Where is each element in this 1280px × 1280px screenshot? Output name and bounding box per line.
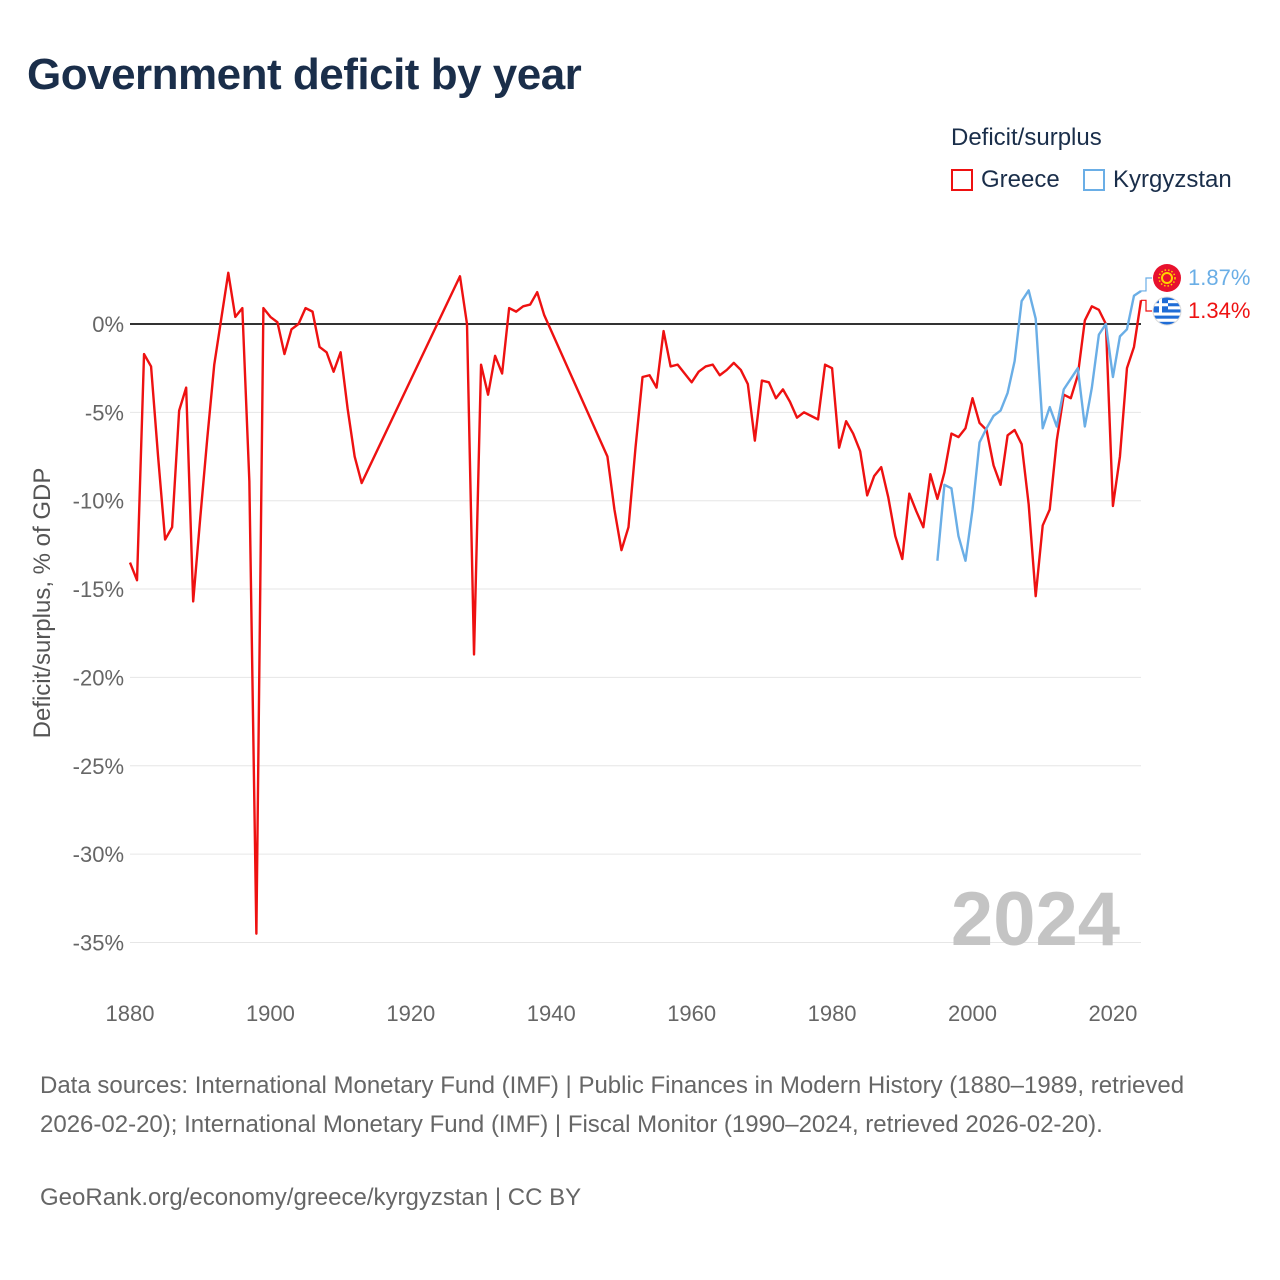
y-tick-label: -20% (73, 665, 124, 690)
gridlines (130, 411, 1141, 943)
line-chart: 0% -5% -10% -15% -20% -25% -30% -35% 1880 1900 19… (29, 264, 1250, 1026)
legend-item-kyrgyzstan[interactable]: Kyrgyzstan (1083, 166, 1232, 194)
legend-label-greece: Greece (981, 166, 1060, 193)
x-tick-label: 1980 (808, 1001, 857, 1026)
y-tick-label: -5% (85, 400, 124, 425)
end-label-greece: 1.34% (1188, 298, 1250, 323)
current-year-label: 2024 (951, 877, 1120, 962)
legend-swatch-kyrgyzstan (1083, 169, 1105, 191)
leader-kyrgyzstan (1141, 277, 1152, 292)
y-tick-label: -10% (73, 489, 124, 514)
x-tick-label: 1880 (106, 1001, 155, 1026)
x-axis-ticks: 1880 1900 1920 1940 1960 1980 2000 2020 (106, 1001, 1138, 1026)
end-label-kyrgyzstan: 1.87% (1188, 265, 1250, 290)
leader-greece (1141, 299, 1152, 312)
y-axis-ticks: 0% -5% -10% -15% -20% -25% -30% -35% (73, 312, 124, 955)
source-note: Data sources: International Monetary Fun… (40, 1072, 1185, 1138)
series-line-kyrgyzstan (936, 289, 1142, 562)
y-axis-label: Deficit/surplus, % of GDP (29, 468, 56, 739)
y-tick-label: -15% (73, 577, 124, 602)
x-tick-label: 1900 (246, 1001, 295, 1026)
legend-title: Deficit/surplus (951, 124, 1102, 151)
kyrgyzstan-flag-icon (1153, 264, 1181, 292)
y-tick-label: -35% (73, 930, 124, 955)
greece-flag-icon (1152, 296, 1182, 326)
x-tick-label: 1960 (667, 1001, 716, 1026)
chart-title: Government deficit by year (27, 50, 582, 99)
series-layer (128, 271, 1143, 935)
legend-item-greece[interactable]: Greece (951, 166, 1060, 194)
x-tick-label: 2000 (948, 1001, 997, 1026)
y-tick-label: -25% (73, 754, 124, 779)
legend-label-kyrgyzstan: Kyrgyzstan (1113, 166, 1232, 193)
x-tick-label: 2020 (1088, 1001, 1137, 1026)
y-tick-label: 0% (92, 312, 124, 337)
y-tick-label: -30% (73, 842, 124, 867)
end-labels: 1.87% 1.34% (1141, 264, 1250, 326)
series-line-greece (128, 271, 1143, 935)
credit-link[interactable]: GeoRank.org/economy/greece/kyrgyzstan | … (40, 1184, 582, 1211)
x-tick-label: 1920 (386, 1001, 435, 1026)
x-tick-label: 1940 (527, 1001, 576, 1026)
legend-swatch-greece (951, 169, 973, 191)
